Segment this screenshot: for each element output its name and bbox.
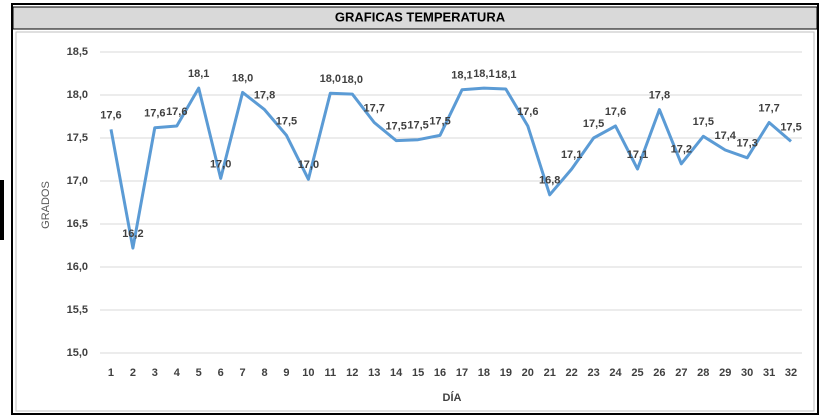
data-label: 17,5 (780, 121, 801, 133)
x-tick-label: 19 (500, 367, 512, 379)
x-tick-label: 22 (566, 367, 578, 379)
x-tick-label: 13 (368, 367, 380, 379)
data-label: 17,0 (210, 158, 231, 170)
x-tick-label: 16 (434, 367, 446, 379)
data-label: 17,6 (605, 106, 626, 118)
data-label: 17,7 (364, 102, 385, 114)
data-label: 18,0 (232, 72, 253, 84)
data-label: 17,6 (166, 106, 187, 118)
x-tick-label: 7 (240, 367, 246, 379)
data-label: 17,5 (407, 120, 428, 132)
data-label: 17,5 (429, 115, 450, 127)
x-tick-label: 24 (609, 367, 622, 379)
data-label: 16,8 (539, 175, 560, 187)
y-tick-label: 17,5 (67, 132, 88, 144)
data-label: 17,4 (715, 130, 737, 142)
x-tick-label: 6 (218, 367, 224, 379)
y-axis-label: GRADOS (40, 181, 52, 229)
x-tick-label: 17 (456, 367, 468, 379)
y-tick-label: 18,0 (67, 89, 88, 101)
y-tick-label: 15,5 (67, 304, 88, 316)
x-tick-label: 15 (412, 367, 424, 379)
x-tick-label: 20 (522, 367, 534, 379)
y-tick-label: 17,0 (67, 175, 88, 187)
data-label: 17,0 (298, 159, 319, 171)
x-tick-label: 21 (544, 367, 556, 379)
x-tick-label: 2 (130, 367, 136, 379)
data-label: 18,0 (320, 73, 341, 85)
plot-frame (15, 31, 815, 412)
data-label: 17,3 (736, 138, 757, 150)
x-tick-label: 5 (196, 367, 202, 379)
title-bar (12, 6, 818, 30)
data-label: 17,8 (254, 90, 275, 102)
data-label: 18,0 (342, 74, 363, 86)
x-tick-label: 11 (325, 367, 337, 379)
x-tick-label: 8 (261, 367, 267, 379)
data-label: 18,1 (473, 68, 494, 80)
edge-artifact (0, 180, 4, 240)
data-label: 18,1 (495, 69, 516, 81)
y-tick-label: 16,5 (67, 218, 88, 230)
x-tick-label: 28 (697, 367, 709, 379)
data-label: 17,1 (561, 149, 582, 161)
x-tick-label: 10 (302, 367, 314, 379)
x-tick-label: 14 (390, 367, 403, 379)
y-tick-label: 16,0 (67, 261, 88, 273)
y-tick-label: 15,0 (67, 347, 88, 359)
data-label: 18,1 (451, 70, 472, 82)
x-tick-label: 18 (478, 367, 490, 379)
x-tick-label: 9 (283, 367, 289, 379)
x-tick-label: 1 (108, 367, 114, 379)
x-tick-label: 31 (763, 367, 775, 379)
edge (0, 0, 10, 417)
data-label: 16,2 (122, 228, 143, 240)
x-tick-label: 29 (719, 367, 731, 379)
x-tick-label: 27 (675, 367, 687, 379)
data-label: 17,8 (649, 90, 670, 102)
x-tick-label: 32 (785, 367, 797, 379)
data-label: 17,5 (276, 115, 297, 127)
x-tick-label: 4 (174, 367, 181, 379)
data-label: 17,5 (583, 118, 604, 130)
y-tick-label: 18,5 (67, 46, 88, 58)
data-label: 17,6 (100, 109, 121, 121)
x-tick-label: 12 (346, 367, 358, 379)
data-label: 17,7 (758, 102, 779, 114)
chart-title: GRAFICAS TEMPERATURA (335, 9, 506, 24)
data-label: 18,1 (188, 68, 209, 80)
x-tick-label: 23 (587, 367, 599, 379)
data-label: 17,5 (693, 116, 714, 128)
data-label: 17,5 (385, 120, 406, 132)
data-label: 17,6 (517, 106, 538, 118)
x-tick-label: 25 (631, 367, 643, 379)
data-label: 17,6 (144, 108, 165, 120)
data-label: 17,2 (671, 144, 692, 156)
x-tick-label: 3 (152, 367, 158, 379)
x-axis-label: DÍA (443, 391, 462, 404)
data-label: 17,1 (627, 149, 648, 161)
x-tick-label: 26 (653, 367, 665, 379)
series-line (109, 86, 792, 250)
x-tick-label: 30 (741, 367, 753, 379)
